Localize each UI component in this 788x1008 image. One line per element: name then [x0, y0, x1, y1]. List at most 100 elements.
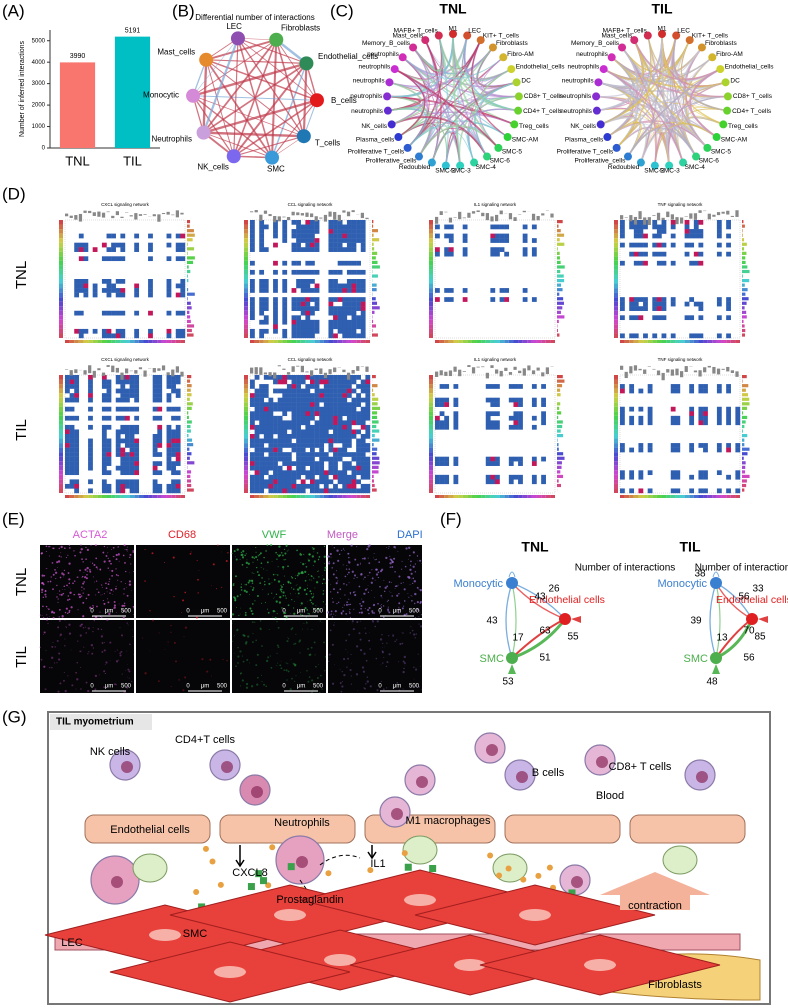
heatmap-cell	[342, 375, 348, 380]
heatmap-cell	[296, 406, 301, 412]
heatmap-cell	[495, 397, 500, 403]
row-bar	[187, 375, 192, 379]
heatmap-cell	[296, 388, 301, 394]
col-bar	[444, 211, 448, 213]
heatmap-cell	[337, 328, 343, 334]
heatmap-cell	[541, 456, 546, 462]
heatmap-cell	[310, 465, 315, 471]
signal	[104, 687, 106, 689]
node-label: Fibroblasts	[705, 40, 738, 47]
signal	[367, 545, 370, 548]
heatmap-cell	[698, 474, 704, 480]
heatmap-cell	[360, 288, 366, 293]
signal	[256, 566, 258, 569]
signal	[54, 569, 56, 571]
signal	[331, 567, 334, 569]
signal	[126, 686, 129, 689]
signal	[65, 626, 68, 628]
heatmap-cell	[499, 224, 505, 230]
heatmap-cell	[444, 288, 450, 293]
heatmap-cell	[250, 456, 255, 462]
signal	[417, 653, 419, 655]
heatmap-cell	[291, 242, 297, 248]
heatmap-cell	[88, 452, 93, 457]
node-label: Monocytic	[143, 90, 179, 99]
signal	[81, 650, 83, 652]
color-strip	[429, 224, 433, 230]
row-bar	[187, 393, 192, 397]
signal	[412, 551, 415, 554]
color-strip	[614, 393, 618, 398]
signal	[45, 650, 47, 652]
heatmap-cell	[78, 256, 84, 262]
heatmap-cell	[282, 393, 288, 398]
heatmap-cell	[305, 406, 311, 412]
col-bar	[638, 368, 642, 371]
row-bar	[372, 297, 376, 301]
heatmap-cell	[360, 283, 366, 289]
heatmap-cell	[263, 288, 269, 293]
signal	[416, 555, 419, 557]
signal	[385, 665, 388, 668]
heatmap-cell	[638, 220, 644, 225]
nucleus	[596, 756, 608, 768]
heatmap-cell	[333, 229, 338, 234]
color-strip	[59, 256, 63, 261]
row-bar	[557, 269, 561, 274]
heatmap-cell	[314, 420, 320, 426]
heatmap-cell	[310, 456, 315, 462]
row-bar	[187, 379, 191, 383]
heatmap-cell	[166, 447, 172, 453]
signal	[362, 670, 366, 673]
signal	[326, 611, 330, 614]
heatmap-cell	[310, 411, 315, 417]
signal	[397, 611, 400, 614]
color-strip	[545, 495, 551, 498]
color-strip	[59, 328, 63, 334]
signal	[382, 605, 385, 607]
col-bar	[485, 372, 489, 379]
heatmap-cell	[171, 461, 176, 466]
heatmap-cell	[689, 229, 695, 234]
color-strip	[244, 220, 248, 225]
heatmap-cell	[661, 301, 667, 307]
scale-text: μm	[201, 684, 209, 690]
heatmap-cell	[638, 474, 644, 480]
heatmap-cell	[296, 474, 301, 480]
heatmap-cell	[439, 397, 445, 403]
heatmap-cell	[101, 424, 107, 430]
signal	[70, 588, 71, 590]
row-bar	[557, 306, 563, 310]
signal	[400, 582, 402, 584]
signal	[317, 570, 319, 572]
heatmap-cell	[351, 465, 357, 471]
heatmap-cell	[319, 447, 325, 453]
heatmap-cell	[263, 224, 269, 230]
heatmap-cell	[319, 415, 325, 421]
heatmap-cell	[300, 411, 306, 417]
heatmap-cell	[365, 434, 371, 439]
signal	[58, 616, 60, 618]
heatmap-cell	[360, 379, 366, 385]
node	[409, 43, 418, 52]
signal	[103, 686, 105, 688]
signal	[118, 603, 120, 605]
heatmap-cell	[65, 388, 70, 394]
edges	[387, 33, 519, 166]
heatmap-cell	[360, 424, 366, 430]
color-strip	[429, 438, 433, 444]
node-label: DC	[521, 78, 531, 85]
heatmap-cell	[259, 229, 265, 234]
row-bar	[372, 229, 379, 233]
signal	[320, 674, 322, 677]
heatmap-cell	[726, 443, 731, 448]
heatmap-cell	[689, 406, 695, 412]
heatmap-cell	[125, 415, 130, 421]
heatmap-cell	[333, 424, 338, 430]
signal	[380, 604, 382, 605]
signal	[237, 662, 239, 664]
heatmap-cell	[638, 388, 644, 394]
heatmap-cell	[115, 438, 121, 444]
color-strip	[59, 388, 63, 394]
signal	[305, 621, 308, 624]
